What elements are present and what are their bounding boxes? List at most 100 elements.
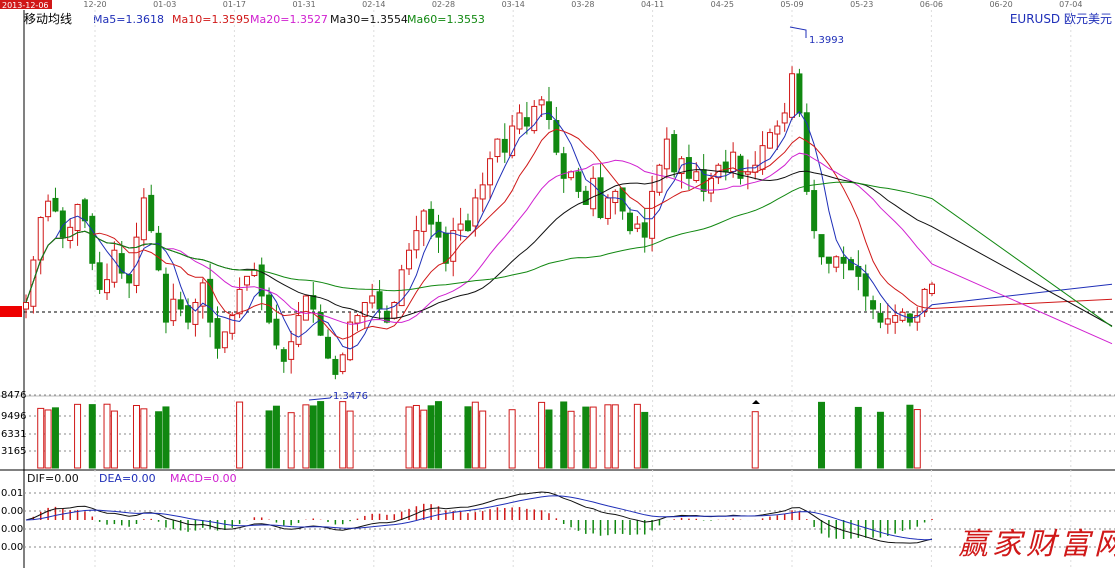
volume-bars	[37, 401, 921, 469]
volume-bar	[906, 404, 914, 469]
high-annotation-leader	[789, 26, 807, 38]
volume-bar	[913, 409, 921, 469]
ma-line-20	[25, 152, 1113, 345]
dif-line	[25, 491, 933, 544]
candle-body	[288, 341, 295, 360]
candle-body	[214, 318, 221, 349]
candle-body	[759, 145, 766, 170]
candle-body	[656, 164, 663, 193]
candle-body	[177, 299, 184, 310]
candle-body	[708, 177, 715, 194]
candle-body	[229, 315, 236, 334]
scroll-marker-icon[interactable]	[752, 400, 760, 404]
volume-bar	[818, 401, 826, 469]
ma-lines	[25, 110, 1113, 350]
chart-title: EURUSD 欧元美元	[1010, 12, 1112, 26]
candle-body	[30, 259, 37, 307]
price-grid	[94, 10, 1072, 568]
volume-bar	[236, 401, 244, 469]
date-tick-label: 03-28	[571, 0, 594, 9]
timestamp-badge-label: 2013-12-06	[2, 1, 49, 10]
ma-legend-item: Ma30=1.3554	[330, 13, 408, 26]
candle-body	[199, 282, 206, 307]
macd-tick-label: 0.01	[1, 488, 23, 499]
candle-body	[870, 300, 877, 310]
candle-body	[627, 212, 633, 232]
volume-bar	[464, 406, 472, 469]
volume-bar	[51, 407, 59, 469]
date-tick-label: 04-11	[641, 0, 664, 9]
volume-bar	[132, 405, 140, 469]
candle-body	[413, 230, 420, 251]
low-annotation: 1.3476	[333, 391, 368, 402]
timestamp-badge	[0, 0, 52, 9]
candle-body	[671, 134, 678, 173]
volume-bar	[162, 406, 170, 469]
candle-body	[354, 315, 361, 324]
volume-bar	[74, 403, 82, 469]
volume-bar	[538, 401, 546, 469]
volume-tick-label: 9496	[1, 411, 26, 422]
candle-body	[575, 171, 582, 192]
volume-bar	[110, 410, 118, 469]
volume-tick-label: 8476	[1, 390, 26, 401]
macd-legend: DIF=0.00 DEA=0.00 MACD=0.00	[27, 472, 237, 485]
candle-body	[207, 278, 214, 323]
candle-body	[383, 310, 390, 323]
candle-body	[140, 197, 147, 241]
candle-body	[590, 177, 597, 210]
date-tick-label: 01-17	[223, 0, 246, 9]
candle-body	[126, 274, 133, 284]
indicator-label: 移动均线	[24, 12, 72, 26]
candle-body	[310, 295, 317, 310]
ma-line-5	[25, 110, 1113, 350]
candle-body	[833, 256, 840, 268]
candle-body	[406, 249, 413, 270]
date-tick-label: 01-03	[153, 0, 176, 9]
volume-bar	[508, 409, 516, 469]
candle-body	[545, 101, 552, 121]
date-tick-label: 03-14	[502, 0, 525, 9]
candle-body	[266, 294, 273, 323]
candle-body	[339, 354, 346, 373]
candle-body	[332, 358, 339, 375]
volume-bar	[471, 401, 479, 469]
volume-bar	[479, 410, 487, 469]
volume-bar	[103, 403, 111, 469]
volume-bar	[751, 411, 759, 469]
candle-body	[774, 125, 781, 135]
candle-body	[700, 169, 707, 192]
ma-legend-item: Ma10=1.3595	[172, 13, 250, 26]
volume-bar	[346, 410, 354, 469]
volume-bar	[317, 401, 325, 469]
date-tick-label: 12-20	[83, 0, 106, 9]
volume-bar	[876, 411, 884, 469]
volume-bar	[287, 412, 295, 469]
volume-bar	[434, 401, 442, 469]
candle-body	[435, 221, 442, 238]
candle-body	[634, 223, 641, 229]
candle-body	[133, 236, 140, 286]
ma-line-10	[25, 128, 1113, 340]
candle-body	[369, 295, 376, 304]
candle-body	[612, 190, 619, 204]
candle-body	[472, 197, 479, 227]
candle-body	[892, 315, 899, 323]
candle-body	[847, 259, 854, 271]
candle-body	[914, 315, 921, 323]
candle-body	[501, 138, 508, 153]
candle-body	[487, 158, 494, 186]
candle-body	[516, 112, 523, 130]
low-annotation-leader	[308, 395, 333, 401]
volume-bar	[589, 406, 597, 469]
volume-bar	[302, 404, 310, 469]
volume-bar	[633, 403, 641, 469]
candle-body	[221, 331, 228, 349]
candle-body	[877, 312, 884, 323]
candle-body	[811, 190, 818, 232]
candle-body	[376, 291, 383, 310]
candle-body	[597, 177, 604, 219]
candle-body	[59, 210, 66, 238]
date-tick-label: 02-14	[362, 0, 385, 9]
candle-body	[649, 190, 656, 239]
